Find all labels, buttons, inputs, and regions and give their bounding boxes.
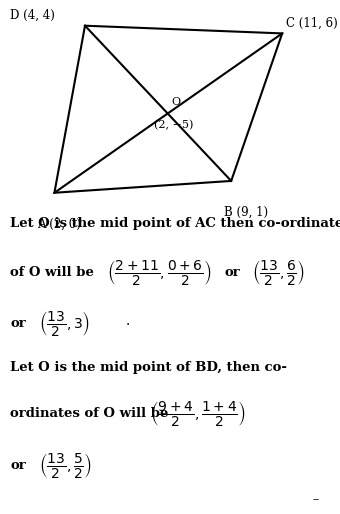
Text: –: – <box>313 493 319 506</box>
Text: C (11, 6): C (11, 6) <box>286 16 337 29</box>
Text: $\left(\dfrac{13}{2},\dfrac{6}{2}\right)$: $\left(\dfrac{13}{2},\dfrac{6}{2}\right)… <box>252 258 305 287</box>
Text: $\left(\dfrac{9+4}{2},\dfrac{1+4}{2}\right)$: $\left(\dfrac{9+4}{2},\dfrac{1+4}{2}\rig… <box>150 399 245 428</box>
Text: D (4, 4): D (4, 4) <box>10 9 55 22</box>
Text: $\left(\dfrac{13}{2},\dfrac{5}{2}\right)$: $\left(\dfrac{13}{2},\dfrac{5}{2}\right)… <box>39 451 92 480</box>
Text: of O will be: of O will be <box>10 266 94 279</box>
Text: .: . <box>126 314 130 328</box>
Text: $\left(\dfrac{13}{2}, 3\right)$: $\left(\dfrac{13}{2}, 3\right)$ <box>39 309 90 338</box>
Text: O: O <box>171 97 180 107</box>
Text: or: or <box>224 266 240 279</box>
Text: Let O is the mid point of AC then co-ordinates: Let O is the mid point of AC then co-ord… <box>10 217 340 230</box>
Text: (2, −5): (2, −5) <box>154 120 193 130</box>
Text: A (2, 0): A (2, 0) <box>37 217 81 230</box>
Text: Let O is the mid point of BD, then co-: Let O is the mid point of BD, then co- <box>10 361 287 374</box>
Text: ordinates of O will be: ordinates of O will be <box>10 407 169 420</box>
Text: B (9, 1): B (9, 1) <box>224 206 269 218</box>
Text: or: or <box>10 317 26 331</box>
Text: or: or <box>10 458 26 472</box>
Text: $\left(\dfrac{2+11}{2},\dfrac{0+6}{2}\right)$: $\left(\dfrac{2+11}{2},\dfrac{0+6}{2}\ri… <box>107 258 212 287</box>
